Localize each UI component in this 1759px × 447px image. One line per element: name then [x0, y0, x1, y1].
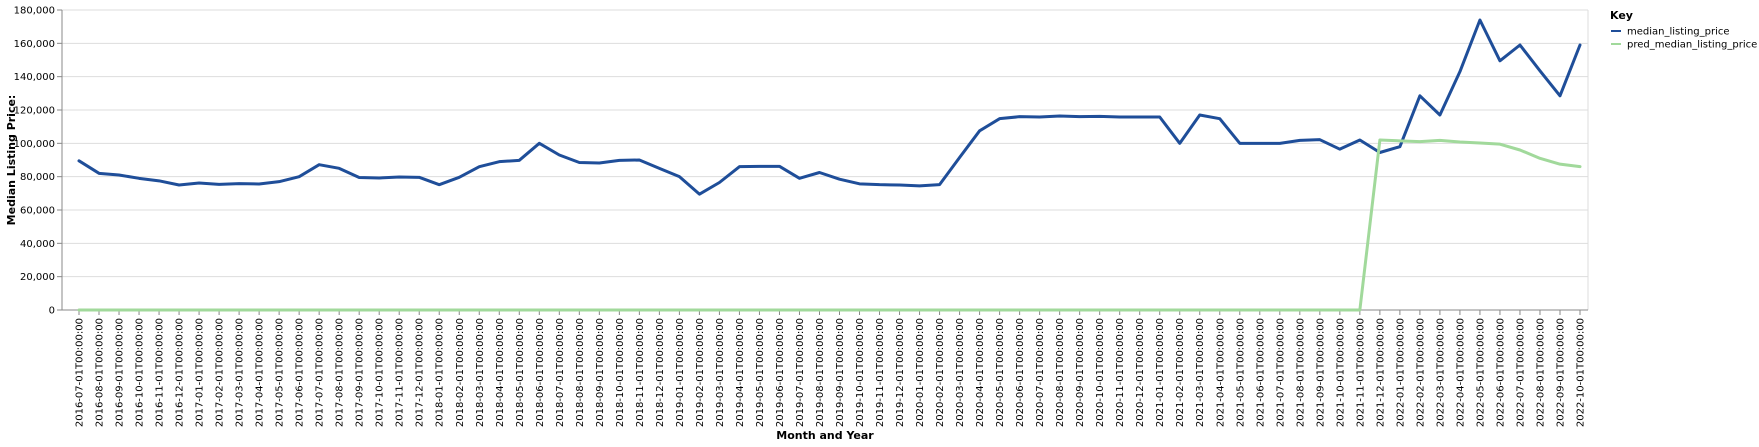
- x-tick-label: 2018-05-01T00:00:00: [515, 318, 526, 427]
- x-tick-label: 2018-04-01T00:00:00: [495, 318, 506, 427]
- x-tick-label: 2019-09-01T00:00:00: [835, 318, 846, 427]
- x-tick-label: 2018-02-01T00:00:00: [455, 318, 466, 427]
- x-tick-label: 2017-05-01T00:00:00: [275, 318, 286, 427]
- x-tick-label: 2021-04-01T00:00:00: [1215, 318, 1226, 427]
- x-tick-label: 2021-01-01T00:00:00: [1155, 318, 1166, 427]
- x-tick-label: 2020-05-01T00:00:00: [995, 318, 1006, 427]
- x-tick-label: 2017-10-01T00:00:00: [375, 318, 386, 427]
- x-tick-label: 2021-06-01T00:00:00: [1255, 318, 1266, 427]
- x-tick-label: 2022-01-01T00:00:00: [1395, 318, 1406, 427]
- x-tick-label: 2018-01-01T00:00:00: [435, 318, 446, 427]
- x-tick-label: 2021-05-01T00:00:00: [1235, 318, 1246, 427]
- x-tick-label: 2019-12-01T00:00:00: [895, 318, 906, 427]
- x-tick-label: 2016-07-01T00:00:00: [75, 318, 86, 427]
- y-tick-label: 140,000: [14, 72, 55, 83]
- series-line-pred-median-listing-price: [77, 138, 1582, 312]
- x-tick-label: 2017-07-01T00:00:00: [315, 318, 326, 427]
- x-tick-label: 2021-09-01T00:00:00: [1315, 318, 1326, 427]
- x-tick-label: 2018-08-01T00:00:00: [575, 318, 586, 427]
- x-tick-label: 2022-03-01T00:00:00: [1435, 318, 1446, 427]
- x-axis-title: Month and Year: [776, 429, 874, 442]
- x-tick-label: 2020-10-01T00:00:00: [1095, 318, 1106, 427]
- x-tick-label: 2020-03-01T00:00:00: [955, 318, 966, 427]
- x-tick-label: 2022-02-01T00:00:00: [1415, 318, 1426, 427]
- x-tick-label: 2020-07-01T00:00:00: [1035, 318, 1046, 427]
- x-tick-label: 2021-08-01T00:00:00: [1295, 318, 1306, 427]
- x-tick-label: 2020-08-01T00:00:00: [1055, 318, 1066, 427]
- y-tick-label: 40,000: [20, 239, 55, 250]
- x-tick-label: 2018-09-01T00:00:00: [595, 318, 606, 427]
- y-tick-label: 160,000: [14, 39, 55, 50]
- y-axis-title: Median Listing Price:: [5, 95, 18, 226]
- x-tick-label: 2016-11-01T00:00:00: [155, 318, 166, 427]
- x-tick-label: 2019-04-01T00:00:00: [735, 318, 746, 427]
- x-tick-label: 2019-11-01T00:00:00: [875, 318, 886, 427]
- x-tick-label: 2020-06-01T00:00:00: [1015, 318, 1026, 427]
- x-tick-label: 2017-11-01T00:00:00: [395, 318, 406, 427]
- x-tick-label: 2017-09-01T00:00:00: [355, 318, 366, 427]
- x-tick-label: 2020-11-01T00:00:00: [1115, 318, 1126, 427]
- x-tick-label: 2019-08-01T00:00:00: [815, 318, 826, 427]
- x-tick-label: 2022-10-01T00:00:00: [1576, 318, 1587, 427]
- x-tick-label: 2016-08-01T00:00:00: [95, 318, 106, 427]
- x-tick-label: 2019-06-01T00:00:00: [775, 318, 786, 427]
- y-tick-label: 180,000: [14, 6, 55, 17]
- legend-label: median_listing_price: [1627, 27, 1730, 38]
- gridlines: [62, 9, 1589, 311]
- x-tick-label: 2022-08-01T00:00:00: [1535, 318, 1546, 427]
- x-tick-label: 2019-07-01T00:00:00: [795, 318, 806, 427]
- series-lines: [77, 18, 1582, 312]
- x-tick-label: 2020-12-01T00:00:00: [1135, 318, 1146, 427]
- x-tick-label: 2021-11-01T00:00:00: [1355, 318, 1366, 427]
- x-tick-label: 2021-02-01T00:00:00: [1175, 318, 1186, 427]
- x-tick-label: 2016-09-01T00:00:00: [115, 318, 126, 427]
- x-tick-label: 2021-10-01T00:00:00: [1335, 318, 1346, 427]
- x-tick-label: 2018-11-01T00:00:00: [635, 318, 646, 427]
- x-tick-label: 2019-05-01T00:00:00: [755, 318, 766, 427]
- x-tick-label: 2021-12-01T00:00:00: [1375, 318, 1386, 427]
- x-tick-label: 2017-06-01T00:00:00: [295, 318, 306, 427]
- x-tick-label: 2022-06-01T00:00:00: [1495, 318, 1506, 427]
- y-tick-label: 60,000: [20, 206, 55, 217]
- x-tick-label: 2021-07-01T00:00:00: [1275, 318, 1286, 427]
- x-tick-label: 2016-12-01T00:00:00: [175, 318, 186, 427]
- x-tick-label: 2022-04-01T00:00:00: [1455, 318, 1466, 427]
- x-tick-label: 2018-12-01T00:00:00: [655, 318, 666, 427]
- x-tick-label: 2017-08-01T00:00:00: [335, 318, 346, 427]
- x-tick-label: 2019-02-01T00:00:00: [695, 318, 706, 427]
- x-tick-label: 2019-01-01T00:00:00: [675, 318, 686, 427]
- x-tick-label: 2020-09-01T00:00:00: [1075, 318, 1086, 427]
- x-tick-label: 2020-01-01T00:00:00: [915, 318, 926, 427]
- x-tick-label: 2022-07-01T00:00:00: [1515, 318, 1526, 427]
- x-tick-label: 2019-03-01T00:00:00: [715, 318, 726, 427]
- y-tick-label: 20,000: [20, 272, 55, 283]
- x-tick-label: 2020-04-01T00:00:00: [975, 318, 986, 427]
- y-tick-label: 80,000: [20, 172, 55, 183]
- x-tick-label: 2018-03-01T00:00:00: [475, 318, 486, 427]
- legend-title: Key: [1610, 9, 1633, 22]
- x-tick-label: 2017-03-01T00:00:00: [235, 318, 246, 427]
- y-tick-label: 100,000: [14, 139, 55, 150]
- y-tick-label: 120,000: [14, 106, 55, 117]
- x-tick-label: 2022-05-01T00:00:00: [1475, 318, 1486, 427]
- x-tick-label: 2020-02-01T00:00:00: [935, 318, 946, 427]
- legend-label: pred_median_listing_price: [1627, 40, 1757, 51]
- x-tick-label: 2021-03-01T00:00:00: [1195, 318, 1206, 427]
- x-tick-label: 2017-01-01T00:00:00: [195, 318, 206, 427]
- axes: 0 20,000 40,000 60,000 80,000 100,000 120,000 1…: [14, 6, 1588, 427]
- y-tick-label: 0: [49, 306, 55, 317]
- series-line-median-listing-price: [77, 18, 1582, 196]
- x-tick-label: 2017-04-01T00:00:00: [255, 318, 266, 427]
- x-tick-label: 2018-07-01T00:00:00: [555, 318, 566, 427]
- legend: Key median_listing_price pred_median_list…: [1610, 9, 1757, 51]
- x-tick-label: 2018-10-01T00:00:00: [615, 318, 626, 427]
- x-tick-label: 2019-10-01T00:00:00: [855, 318, 866, 427]
- x-tick-label: 2016-10-01T00:00:00: [135, 318, 146, 427]
- x-tick-label: 2017-02-01T00:00:00: [215, 318, 226, 427]
- x-tick-label: 2018-06-01T00:00:00: [535, 318, 546, 427]
- x-tick-label: 2017-12-01T00:00:00: [415, 318, 426, 427]
- x-tick-label: 2022-09-01T00:00:00: [1555, 318, 1566, 427]
